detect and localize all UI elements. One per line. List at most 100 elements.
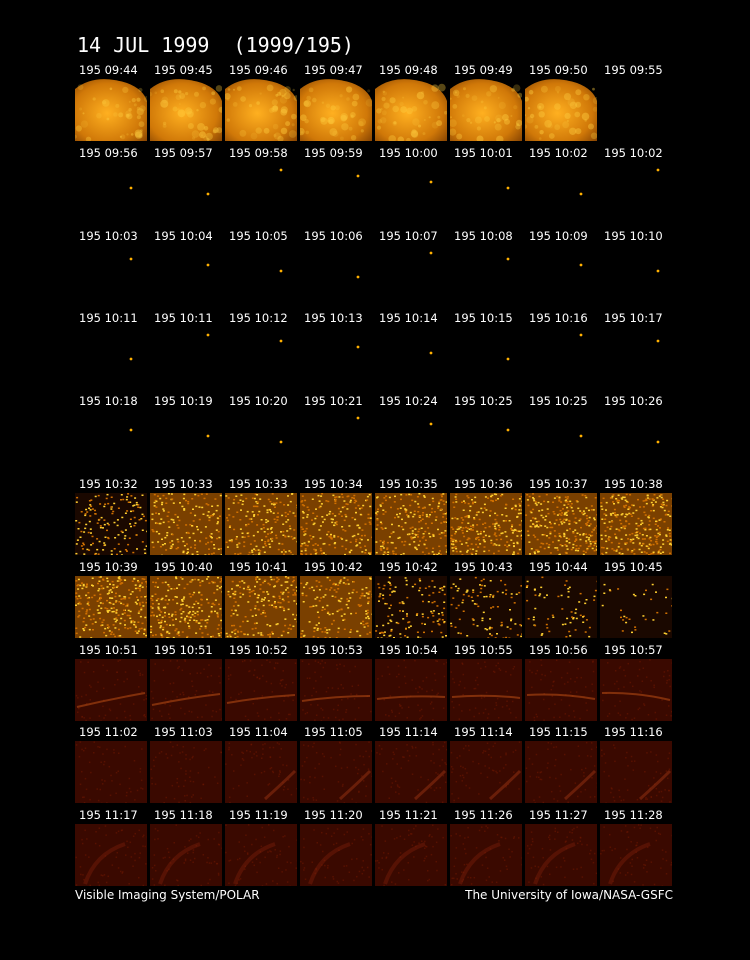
frame-timestamp: 195 10:10	[604, 228, 663, 243]
frame-image	[150, 741, 224, 804]
frame-image	[225, 327, 297, 389]
frame-timestamp: 195 10:33	[229, 477, 288, 491]
frame-timestamp: 195 10:16	[529, 311, 588, 326]
frame-cell: 195 09:59	[300, 146, 372, 227]
frame-cell: 195 10:03	[75, 229, 147, 310]
frame-cell: 195 10:36	[450, 478, 524, 558]
frame-cell: 195 11:04	[225, 726, 298, 806]
frame-image	[300, 493, 374, 557]
frame-timestamp: 195 10:38	[604, 477, 663, 491]
frame-cell: 195 10:42	[375, 560, 447, 641]
frame-image	[300, 162, 372, 224]
frame-cell: 195 10:56	[525, 643, 597, 724]
frame-image	[600, 327, 672, 389]
frame-timestamp: 195 11:14	[379, 725, 438, 740]
frame-timestamp: 195 11:03	[154, 725, 213, 740]
frame-image	[150, 575, 224, 640]
frame-image	[450, 245, 522, 307]
frame-cell: 195 09:57	[150, 146, 222, 227]
frame-cell: 195 10:40	[150, 560, 224, 641]
frame-image	[375, 824, 447, 887]
frame-image	[375, 410, 447, 472]
page-title: 14 JUL 1999 (1999/195)	[77, 33, 354, 57]
frame-timestamp: 195 10:41	[229, 559, 288, 574]
frame-cell: 195 11:05	[300, 726, 374, 806]
frame-cell: 195 10:19	[150, 395, 222, 475]
frame-cell: 195 10:54	[375, 643, 448, 724]
frame-image	[600, 824, 673, 888]
frame-timestamp: 195 10:12	[229, 311, 288, 326]
frame-timestamp: 195 10:11	[154, 311, 213, 326]
frame-cell: 195 10:39	[75, 560, 149, 641]
frame-timestamp: 195 09:59	[304, 145, 363, 160]
frame-timestamp: 195 10:14	[379, 311, 438, 326]
frame-image	[375, 79, 448, 143]
frame-cell: 195 10:33	[150, 478, 223, 558]
frame-cell: 195 10:45	[600, 560, 674, 641]
frame-timestamp: 195 10:37	[529, 477, 588, 491]
frame-timestamp: 195 10:51	[79, 642, 138, 657]
frame-cell: 195 10:02	[525, 146, 597, 227]
frame-image	[450, 410, 522, 472]
frame-image	[75, 741, 147, 805]
frame-image	[450, 162, 522, 224]
frame-timestamp: 195 10:25	[454, 394, 513, 409]
frame-image	[600, 741, 672, 805]
frame-cell: 195 10:01	[450, 146, 522, 227]
frame-cell: 195 11:20	[300, 809, 373, 889]
frame-timestamp: 195 10:45	[604, 559, 663, 574]
frame-timestamp: 195 10:08	[454, 228, 513, 243]
frame-cell: 195 10:20	[225, 395, 297, 475]
frame-timestamp: 195 11:28	[604, 808, 663, 823]
frame-timestamp: 195 09:56	[79, 145, 138, 160]
frame-image	[75, 575, 149, 640]
frame-timestamp: 195 11:16	[604, 725, 663, 740]
frame-timestamp: 195 11:20	[304, 808, 363, 823]
frame-image	[150, 658, 223, 721]
frame-cell: 195 10:25	[450, 395, 522, 475]
footer-instrument: Visible Imaging System/POLAR	[75, 888, 260, 902]
frame-timestamp: 195 11:15	[529, 725, 588, 740]
frame-cell: 195 09:50	[522, 64, 600, 144]
frame-image	[525, 575, 599, 638]
frame-cell: 195 10:00	[375, 146, 447, 227]
frame-cell: 195 11:21	[375, 809, 447, 889]
frame-timestamp: 195 10:04	[154, 228, 213, 243]
frame-image	[75, 245, 147, 307]
frame-timestamp: 195 10:42	[304, 559, 363, 574]
frame-timestamp: 195 10:18	[79, 394, 138, 409]
frame-timestamp: 195 11:18	[154, 808, 213, 823]
frame-cell: 195 09:49	[449, 64, 523, 144]
frame-timestamp: 195 10:32	[79, 477, 138, 491]
frame-cell: 195 10:55	[450, 643, 522, 724]
frame-image	[450, 824, 523, 887]
frame-cell: 195 10:15	[450, 312, 522, 392]
frame-timestamp: 195 10:19	[154, 394, 213, 409]
frame-timestamp: 195 11:04	[229, 725, 288, 740]
frame-image	[150, 410, 222, 472]
frame-timestamp: 195 09:58	[229, 145, 288, 160]
frame-timestamp: 195 10:13	[304, 311, 363, 326]
frame-cell: 195 10:05	[225, 229, 297, 310]
frame-cell: 195 11:26	[450, 809, 523, 889]
frame-timestamp: 195 10:56	[529, 642, 588, 657]
frame-image	[600, 162, 672, 224]
frame-cell: 195 10:52	[225, 643, 297, 724]
frame-timestamp: 195 10:40	[154, 559, 213, 574]
frame-timestamp: 195 10:07	[379, 228, 438, 243]
frame-timestamp: 195 10:52	[229, 642, 288, 657]
frame-image	[525, 741, 599, 805]
frame-cell: 195 11:16	[600, 726, 672, 806]
frame-image	[450, 741, 522, 805]
frame-image	[300, 741, 374, 805]
frame-timestamp: 195 10:42	[379, 559, 438, 574]
frame-image	[525, 245, 597, 307]
frame-timestamp: 195 11:02	[79, 725, 138, 740]
frame-timestamp: 195 09:47	[304, 63, 363, 77]
frame-timestamp: 195 10:02	[604, 145, 663, 160]
frame-image	[525, 327, 597, 389]
frame-timestamp: 195 09:44	[79, 63, 138, 77]
frame-image	[75, 824, 149, 887]
frame-cell: 195 10:32	[75, 478, 149, 558]
frame-timestamp: 195 10:11	[79, 311, 138, 326]
